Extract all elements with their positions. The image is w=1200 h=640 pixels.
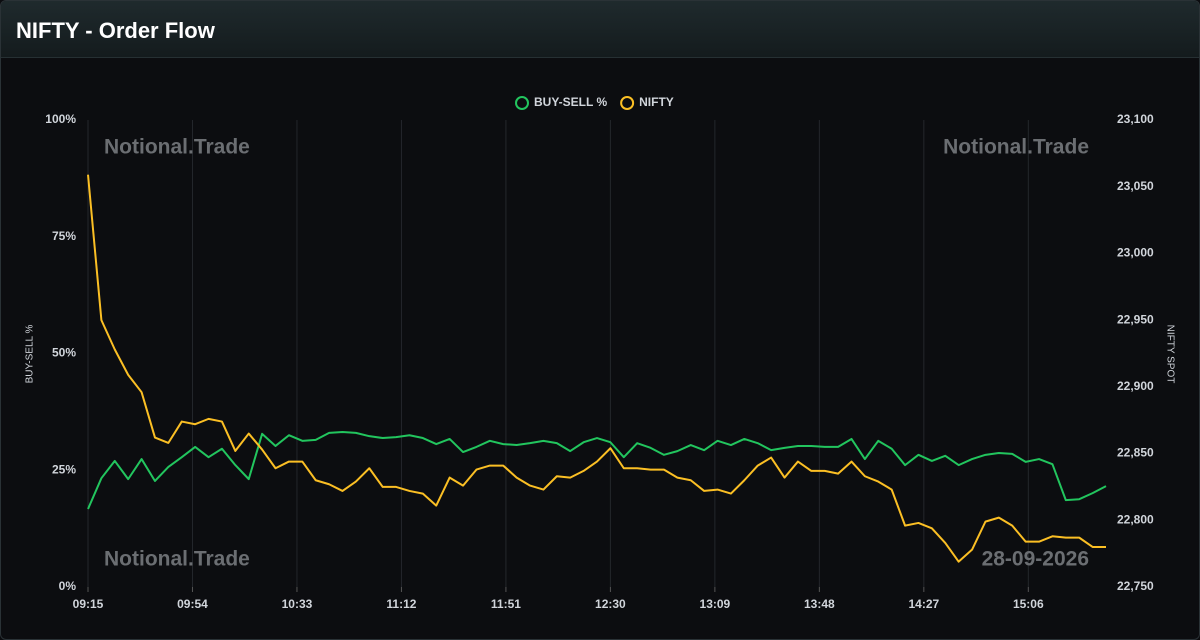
y-tick-label: 25% — [52, 462, 76, 476]
x-tick-label: 09:54 — [177, 597, 208, 611]
y-tick-label: 100% — [45, 112, 76, 126]
watermark: Notional.Trade — [943, 136, 1089, 159]
legend-swatch — [515, 96, 529, 110]
date-label: 28-09-2026 — [982, 548, 1089, 571]
y2-tick-label: 22,950 — [1117, 312, 1154, 326]
x-tick-label: 12:30 — [595, 597, 626, 611]
watermark: Notional.Trade — [104, 136, 250, 159]
y2-tick-label: 22,900 — [1117, 379, 1154, 393]
x-tick-label: 15:06 — [1013, 597, 1044, 611]
y2-tick-label: 22,800 — [1117, 512, 1154, 526]
y-axis-title: BUY-SELL % — [25, 325, 36, 384]
series-line — [87, 174, 1106, 563]
y2-axis-title: NIFTY SPOT — [1164, 325, 1175, 384]
y-tick-label: 50% — [52, 346, 76, 360]
panel-title: NIFTY - Order Flow — [16, 18, 215, 43]
y2-tick-label: 22,850 — [1117, 446, 1154, 460]
watermark: Notional.Trade — [104, 548, 250, 571]
legend-swatch — [620, 96, 635, 110]
x-tick-label: 11:51 — [491, 597, 521, 611]
legend-label: NIFTY — [639, 95, 674, 109]
legend-label: BUY-SELL % — [534, 95, 607, 109]
grid — [87, 120, 1029, 587]
x-tick-label: 14:27 — [908, 597, 939, 611]
x-tick-label: 09:15 — [73, 597, 104, 611]
y-tick-label: 0% — [59, 579, 77, 593]
y2-tick-label: 23,100 — [1117, 112, 1154, 126]
x-tick-label: 11:12 — [386, 597, 416, 611]
y2-tick-label: 22,750 — [1117, 579, 1154, 593]
x-tick-label: 10:33 — [282, 597, 313, 611]
series-line — [87, 430, 1107, 510]
y2-tick-label: 23,000 — [1117, 246, 1154, 260]
y2-tick-label: 23,050 — [1117, 179, 1154, 193]
x-tick-label: 13:09 — [700, 597, 731, 611]
header: NIFTY - Order Flow — [1, 1, 1199, 58]
y-tick-label: 75% — [52, 229, 76, 243]
x-tick-label: 13:48 — [804, 597, 835, 611]
